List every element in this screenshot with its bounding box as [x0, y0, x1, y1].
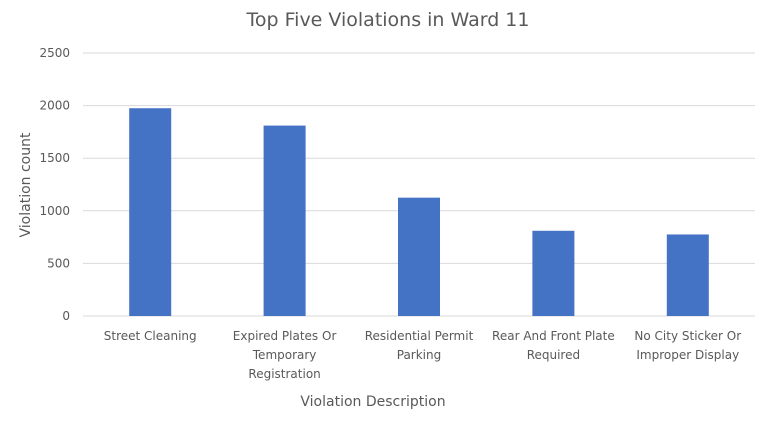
y-tick-label: 1000	[39, 204, 70, 218]
x-tick-label-line: Temporary	[252, 348, 317, 362]
x-tick-label-line: Expired Plates Or	[233, 329, 337, 343]
bar	[129, 108, 172, 316]
y-axis-ticks: 0 500 1000 1500 2000 2500	[39, 46, 70, 323]
x-tick-label-line: Street Cleaning	[104, 329, 197, 343]
bar	[398, 197, 440, 316]
y-tick-label: 500	[47, 256, 70, 270]
y-tick-label: 2000	[39, 99, 70, 113]
y-tick-label: 2500	[39, 46, 70, 60]
x-tick-label-line: No City Sticker Or	[634, 329, 741, 343]
x-axis-ticks: Street Cleaning Expired Plates Or Temporar…	[104, 329, 741, 381]
chart-title: Top Five Violations in Ward 11	[246, 9, 530, 31]
x-tick-label: Expired Plates Or Temporary Registration	[233, 329, 337, 381]
y-tick-label: 1500	[39, 151, 70, 165]
x-tick-label-line: Registration	[248, 367, 320, 381]
bar	[532, 230, 575, 316]
x-tick-label: Rear And Front Plate Required	[492, 329, 615, 362]
y-tick-label: 0	[62, 309, 70, 323]
x-tick-label: Residential Permit Parking	[365, 329, 474, 362]
x-tick-label-line: Residential Permit	[365, 329, 474, 343]
bar	[263, 125, 306, 316]
x-axis-label: Violation Description	[300, 394, 445, 410]
bars	[129, 108, 709, 316]
x-tick-label-line: Rear And Front Plate	[492, 329, 615, 343]
y-axis-label: Violation count	[18, 132, 34, 237]
x-tick-label-line: Required	[527, 348, 580, 362]
x-tick-label: Street Cleaning	[104, 329, 197, 343]
bar	[666, 234, 709, 316]
x-tick-label: No City Sticker Or Improper Display	[634, 329, 741, 362]
x-tick-label-line: Parking	[397, 348, 442, 362]
x-tick-label-line: Improper Display	[636, 348, 739, 362]
